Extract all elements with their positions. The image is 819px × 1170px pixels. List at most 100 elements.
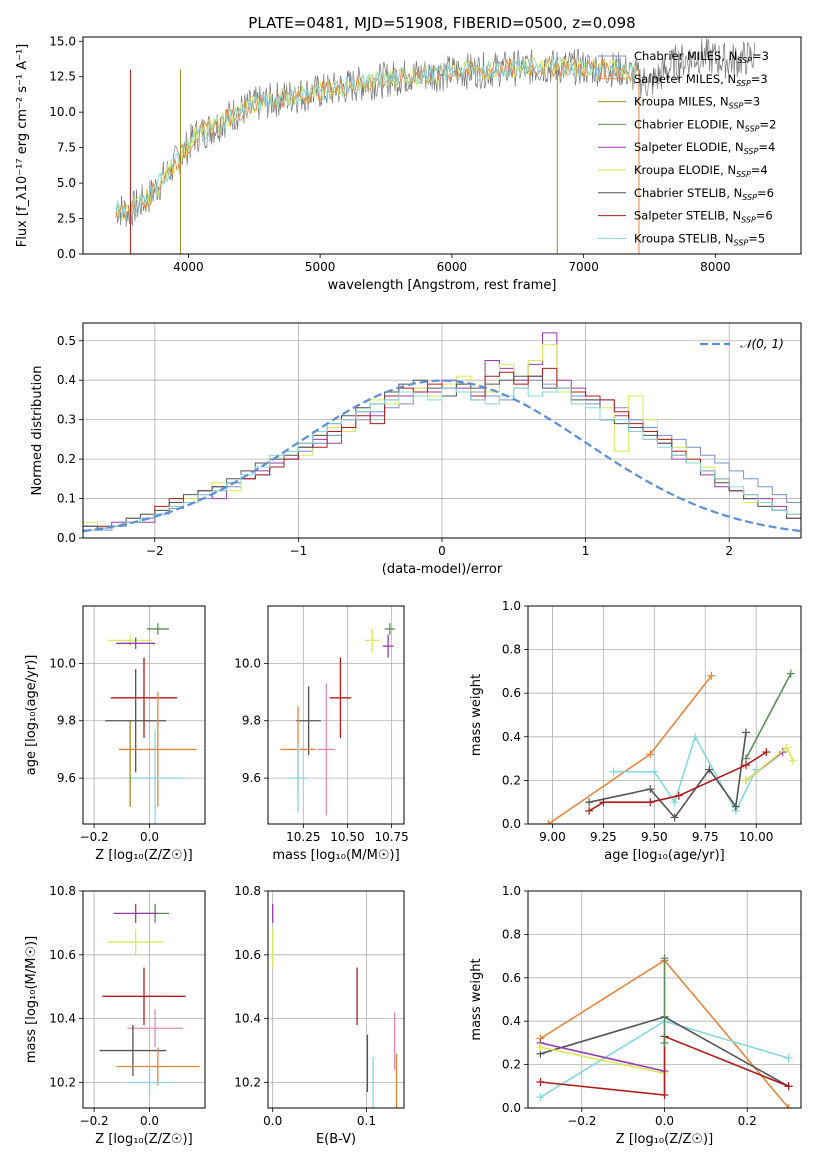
weight-vs-age-xlabel: age [log₁₀(age/yr)] (604, 848, 725, 863)
age-vs-mass-xtick-label: 10.25 (286, 830, 320, 844)
legend-entry-label: Kroupa MILES, NSSP=3 (634, 95, 760, 111)
weight-series-line (588, 751, 767, 812)
weight-series-line (540, 1035, 789, 1096)
mass-vs-ebv-ytick-label: 10.8 (234, 884, 261, 898)
residuals-xtick-label: 2 (725, 544, 733, 558)
weight-vs-age-ytick-label: 0.0 (502, 817, 521, 831)
age-vs-Z-xtick-label: 0.0 (140, 830, 159, 844)
weight-series-line (745, 673, 792, 759)
weight-series-line (588, 732, 747, 819)
age-vs-mass-xtick-label: 10.75 (374, 830, 408, 844)
spectrum-ytick-label: 10.0 (49, 105, 76, 119)
legend-entry-label: Chabrier STELIB, NSSP=6 (634, 186, 774, 202)
weight-vs-age-ytick-label: 0.2 (502, 773, 521, 787)
residuals-xtick-label: −2 (146, 544, 164, 558)
age-vs-mass-frame (267, 605, 405, 825)
weight-vs-Z-ytick-label: 0.4 (502, 1014, 521, 1028)
weight-vs-age-ytick-label: 1.0 (502, 599, 521, 613)
age-vs-Z-frame (82, 605, 206, 825)
spectrum-ytick-label: 5.0 (57, 176, 76, 190)
age-vs-Z-ytick-label: 9.6 (57, 771, 76, 785)
spectrum-xtick-label: 5000 (305, 260, 336, 274)
gaussian-curve (83, 379, 801, 533)
residuals-ytick-label: 0.0 (57, 531, 76, 545)
residuals-ylabel: Normed distribution (30, 366, 45, 496)
legend-entry-label: Kroupa STELIB, NSSP=5 (634, 231, 765, 247)
age-vs-Z-ylabel: age [log₁₀(age/yr)] (24, 655, 39, 776)
weight-vs-age-xtick-label: 10.00 (739, 830, 773, 844)
legend-entry-label: Salpeter MILES, NSSP=3 (634, 72, 768, 88)
residuals-xtick-label: −1 (290, 544, 308, 558)
weight-vs-age-frame (527, 605, 802, 825)
age-vs-mass-ytick-label: 9.6 (242, 771, 261, 785)
spectrum-ylabel: Flux [f_λ10⁻¹⁷ erg cm⁻² s⁻¹ A⁻¹] (15, 44, 30, 248)
mass-vs-Z-ytick-label: 10.4 (49, 1012, 76, 1026)
mass-vs-Z-xtick-label: −0.2 (80, 1114, 109, 1128)
residuals-ytick-label: 0.3 (57, 413, 76, 427)
age-vs-Z-xtick-label: −0.2 (80, 830, 109, 844)
age-vs-Z-plot-area (83, 606, 205, 824)
weight-vs-Z-ytick-label: 0.8 (502, 927, 521, 941)
spectrum-frame (82, 36, 802, 255)
mass-vs-Z-ylabel: mass [log₁₀(M/M☉)] (24, 936, 39, 1063)
weight-vs-Z-ylabel: mass weight (469, 958, 484, 1040)
weight-series-line (540, 1046, 665, 1075)
weight-series-line (540, 1042, 665, 1072)
weight-vs-age-xtick-label: 9.25 (590, 830, 617, 844)
spectrum-ytick-label: 7.5 (57, 141, 76, 155)
spectrum-ytick-label: 12.5 (49, 70, 76, 84)
residuals-ytick-label: 0.2 (57, 452, 76, 466)
residuals-xtick-label: 0 (438, 544, 446, 558)
legend-entry-label: Kroupa ELODIE, NSSP=4 (634, 163, 768, 179)
spectrum-ytick-label: 0.0 (57, 247, 76, 261)
residuals-ytick-label: 0.4 (57, 373, 76, 387)
spectrum-xlabel: wavelength [Angstrom, rest frame] (328, 278, 557, 293)
mass-vs-Z-xtick-label: 0.0 (140, 1114, 159, 1128)
weight-vs-Z-xtick-label: 0.0 (655, 1114, 674, 1128)
weight-vs-age-xtick-label: 9.50 (641, 830, 668, 844)
mass-vs-Z-ytick-label: 10.8 (49, 884, 76, 898)
weight-vs-age-ytick-label: 0.4 (502, 730, 521, 744)
weight-vs-Z-xtick-label: 0.2 (738, 1114, 757, 1128)
mass-vs-ebv-xtick-label: 0.0 (263, 1114, 282, 1128)
mass-vs-Z-frame (82, 890, 206, 1109)
legend-entry-label: Chabrier ELODIE, NSSP=2 (634, 117, 776, 133)
weight-vs-Z-plot-area (528, 891, 801, 1108)
spectrum-xtick-label: 4000 (173, 260, 204, 274)
mass-vs-ebv-ytick-label: 10.4 (234, 1012, 261, 1026)
residuals-ytick-label: 0.1 (57, 492, 76, 506)
legend-entry-label: Chabrier MILES, NSSP=3 (634, 49, 769, 65)
spectrum-xtick-label: 6000 (437, 260, 468, 274)
weight-vs-age-xtick-label: 9.75 (692, 830, 719, 844)
weight-vs-Z-ytick-label: 0.6 (502, 971, 521, 985)
age-vs-mass-xlabel: mass [log₁₀(M/M☉)] (272, 848, 399, 863)
spectrum-plot-area (115, 38, 755, 254)
mass-vs-Z-plot-area (83, 891, 205, 1108)
weight-vs-age-ytick-label: 0.8 (502, 643, 521, 657)
weight-vs-age-xtick-label: 9.00 (539, 830, 566, 844)
weight-series-line (613, 734, 757, 813)
legend-entry-label: 𝒩(0, 1) (740, 337, 784, 351)
mass-vs-Z-ytick-label: 10.2 (49, 1075, 76, 1089)
spectrum-ytick-label: 15.0 (49, 34, 76, 48)
mass-vs-ebv-ytick-label: 10.2 (234, 1075, 261, 1089)
legend-entry-label: Salpeter ELODIE, NSSP=4 (634, 140, 775, 156)
age-vs-Z-ytick-label: 9.8 (57, 714, 76, 728)
mass-vs-ebv-frame (267, 890, 405, 1109)
mass-vs-Z-xlabel: Z [log₁₀(Z/Z☉)] (95, 1132, 192, 1147)
age-vs-mass-xtick-label: 10.50 (330, 830, 364, 844)
figure-title: PLATE=0481, MJD=51908, FIBERID=0500, z=0… (248, 14, 635, 32)
spectrum-xtick-label: 8000 (700, 260, 731, 274)
age-vs-Z-ytick-label: 10.0 (49, 656, 76, 670)
mass-vs-Z-ytick-label: 10.6 (49, 948, 76, 962)
weight-vs-Z-ytick-label: 0.0 (502, 1101, 521, 1115)
residuals-plot-area (83, 323, 801, 538)
spectrum-ytick-label: 2.5 (57, 212, 76, 226)
spectrum-model-line (115, 56, 637, 222)
age-vs-mass-ytick-label: 10.0 (234, 656, 261, 670)
weight-vs-Z-ytick-label: 0.2 (502, 1058, 521, 1072)
spectrum-xtick-label: 7000 (568, 260, 599, 274)
age-vs-mass-plot-area (268, 606, 404, 824)
weight-vs-age-ylabel: mass weight (469, 674, 484, 756)
